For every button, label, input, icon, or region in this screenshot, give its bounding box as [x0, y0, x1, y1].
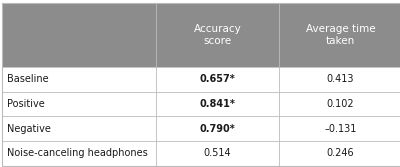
Bar	[2, 67, 156, 92]
Bar	[279, 141, 400, 166]
Text: –0.131: –0.131	[324, 124, 356, 134]
Text: 0.246: 0.246	[326, 148, 354, 158]
Text: Positive: Positive	[7, 99, 44, 109]
Bar	[279, 92, 400, 116]
Bar	[156, 3, 279, 67]
Bar	[156, 116, 279, 141]
Text: Baseline: Baseline	[7, 74, 48, 84]
Text: 0.413: 0.413	[327, 74, 354, 84]
Bar	[2, 3, 156, 67]
Bar	[156, 92, 279, 116]
Text: 0.102: 0.102	[326, 99, 354, 109]
Text: Accuracy
score: Accuracy score	[194, 24, 241, 46]
Bar	[279, 67, 400, 92]
Bar	[2, 92, 156, 116]
Bar	[2, 116, 156, 141]
Text: Average time
taken: Average time taken	[306, 24, 375, 46]
Text: 0.514: 0.514	[204, 148, 231, 158]
Text: Noise-canceling headphones: Noise-canceling headphones	[7, 148, 148, 158]
Text: 0.841*: 0.841*	[200, 99, 235, 109]
Text: Negative: Negative	[7, 124, 51, 134]
Text: 0.657*: 0.657*	[200, 74, 235, 84]
Bar	[156, 141, 279, 166]
Text: 0.790*: 0.790*	[200, 124, 235, 134]
Bar	[279, 116, 400, 141]
Bar	[156, 67, 279, 92]
Bar	[279, 3, 400, 67]
Bar	[2, 141, 156, 166]
